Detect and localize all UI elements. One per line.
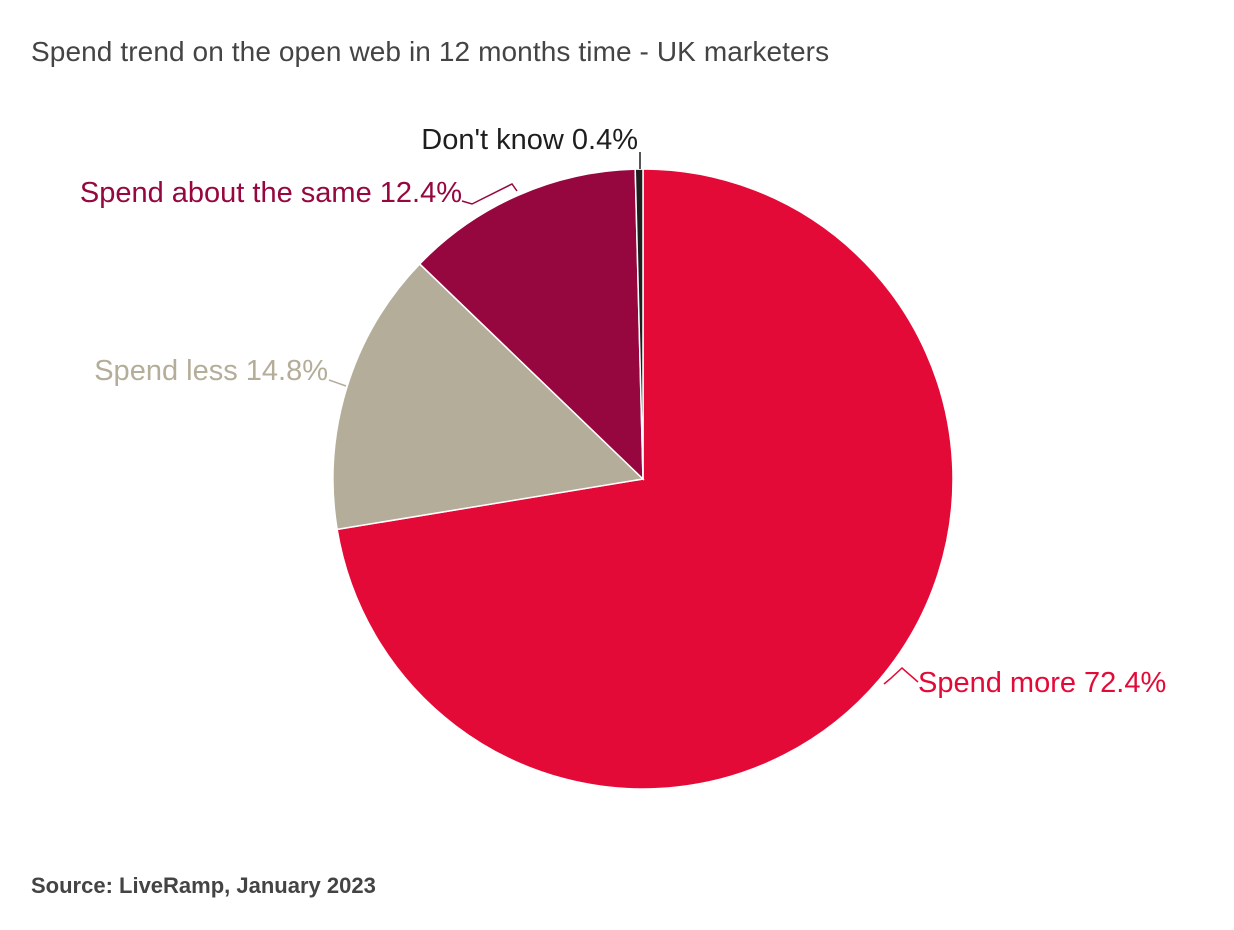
leader-line [328, 379, 347, 387]
chart-title: Spend trend on the open web in 12 months… [31, 36, 830, 67]
pie-slice-don-t-know [634, 168, 644, 480]
pie-slice-spend-more [336, 168, 954, 790]
leader-line [461, 183, 518, 205]
slice-label: Spend about the same 12.4% [80, 177, 462, 209]
source-note: Source: LiveRamp, January 2023 [31, 873, 376, 898]
leader-line [883, 666, 919, 685]
slice-label: Don't know 0.4% [421, 124, 638, 156]
pie-slice-spend-about-the-same [418, 168, 644, 481]
pie-slice-spend-less [332, 262, 645, 531]
slice-label: Spend less 14.8% [94, 355, 328, 387]
slice-label: Spend more 72.4% [918, 667, 1166, 699]
